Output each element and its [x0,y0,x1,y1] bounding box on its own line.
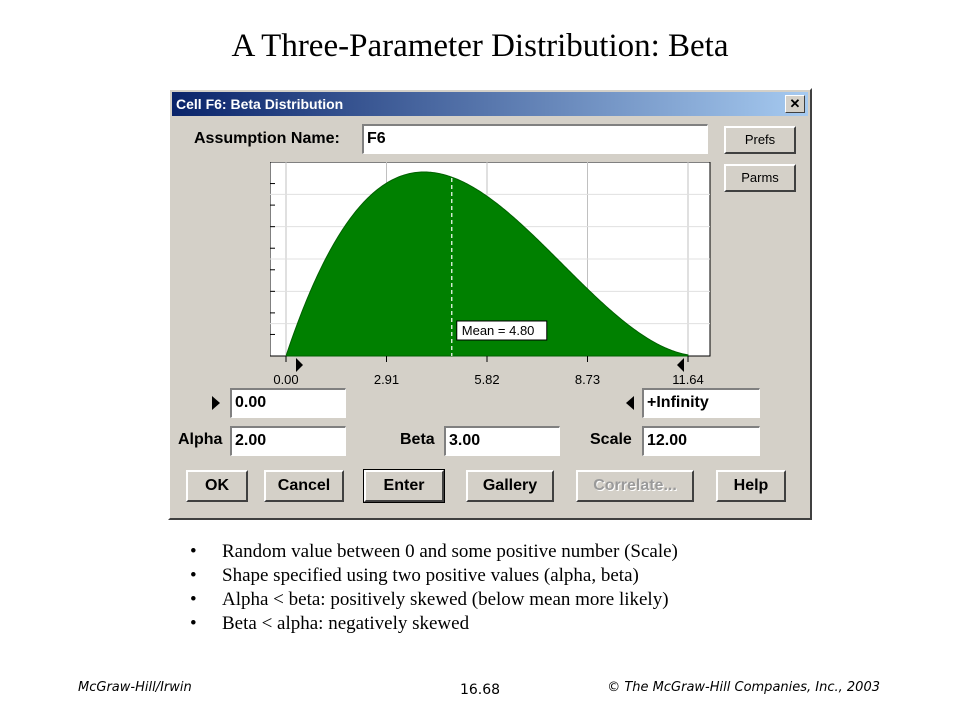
min-value-input[interactable]: 0.00 [230,388,346,418]
cancel-button[interactable]: Cancel [264,470,344,502]
min-arrow-icon [212,396,220,410]
x-tick-label: 11.64 [672,372,704,387]
mean-label-box [456,320,548,341]
max-value-input[interactable]: +Infinity [642,388,760,418]
close-button[interactable]: ✕ [785,95,805,113]
footer-publisher: McGraw-Hill/Irwin [78,680,192,695]
footer-copyright: © The McGraw-Hill Companies, Inc., 2003 [607,680,880,695]
right-truncation-slider[interactable] [677,358,684,372]
beta-label: Beta [400,431,435,448]
beta-distribution-dialog: Cell F6: Beta Distribution ✕ Assumption … [168,88,812,520]
dialog-title: Cell F6: Beta Distribution [176,96,344,112]
bullet-item: Shape specified using two positive value… [190,564,678,588]
scale-input[interactable]: 12.00 [642,426,760,456]
alpha-label: Alpha [178,431,223,448]
y-axis-ticks [270,183,275,335]
x-axis-tick-labels: 0.00 2.91 5.82 8.73 11.64 [273,372,703,387]
scale-label: Scale [590,431,632,448]
bullet-list: Random value between 0 and some positive… [190,540,678,636]
beta-distribution-chart: Mean = 4.80 0.00 2.91 5.82 8.73 11.64 [270,162,712,470]
assumption-name-input[interactable]: F6 [362,124,708,154]
bullet-item: Beta < alpha: negatively skewed [190,612,678,636]
help-button[interactable]: Help [716,470,786,502]
correlate-button[interactable]: Correlate... [576,470,694,502]
left-truncation-slider[interactable] [296,358,303,372]
x-tick-label: 2.91 [374,372,399,387]
footer-page-number: 16.68 [459,682,501,698]
beta-input[interactable]: 3.00 [444,426,560,456]
mean-label: Mean = 4.80 [462,323,535,338]
parms-button[interactable]: Parms [724,164,796,192]
density-area [285,171,689,357]
slide-title: A Three-Parameter Distribution: Beta [231,28,729,64]
gallery-button[interactable]: Gallery [466,470,554,502]
bullet-item: Random value between 0 and some positive… [190,540,678,564]
close-icon: ✕ [789,96,801,111]
max-arrow-icon [626,396,634,410]
prefs-button[interactable]: Prefs [724,126,796,154]
ok-button[interactable]: OK [186,470,248,502]
x-axis-ticks [285,356,689,362]
bullet-item: Alpha < beta: positively skewed (below m… [190,588,678,612]
assumption-name-label: Assumption Name: [194,130,340,147]
x-tick-label: 8.73 [575,372,600,387]
x-tick-label: 0.00 [273,372,298,387]
x-tick-label: 5.82 [474,372,499,387]
enter-button[interactable]: Enter [363,469,445,503]
dialog-titlebar[interactable]: Cell F6: Beta Distribution ✕ [172,92,808,116]
alpha-input[interactable]: 2.00 [230,426,346,456]
